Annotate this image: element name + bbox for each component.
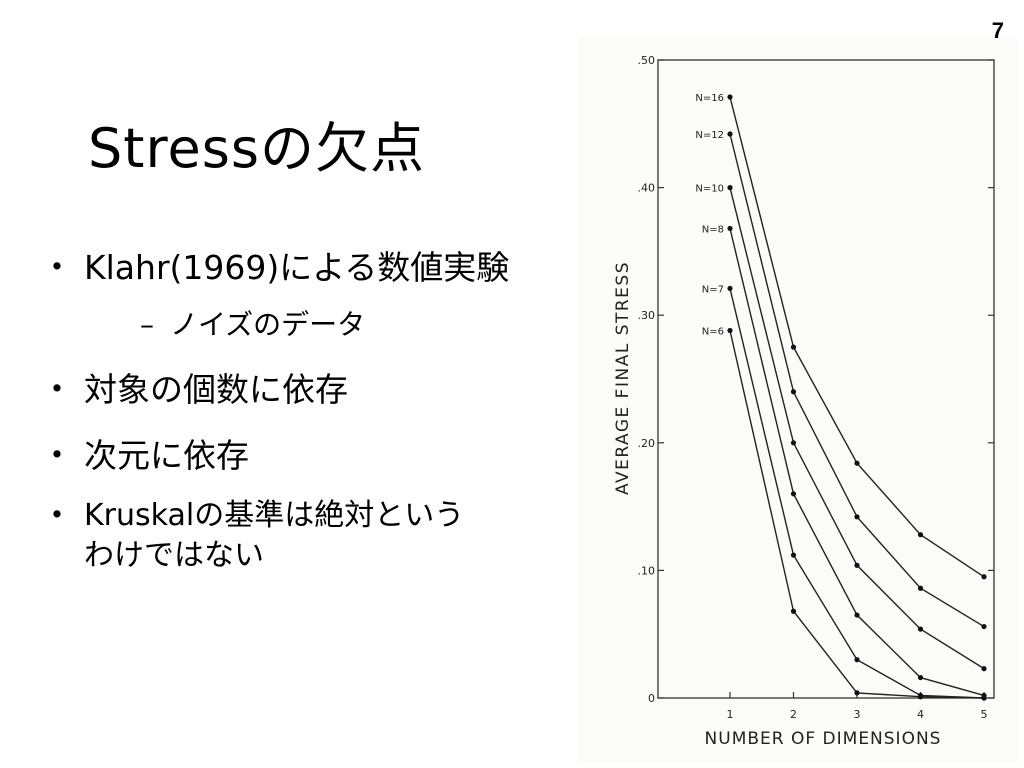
series-label: N=12 [695,130,724,141]
series-line [729,288,985,699]
sub-bullet-marker: – [140,308,154,341]
data-point [790,491,797,497]
sub-bullet-text: ノイズのデータ [170,308,366,341]
x-tick-label: 2 [790,708,797,721]
data-point [727,131,733,137]
bullet-text: Klahr(1969)による数値実験 [84,248,510,287]
data-point [854,690,860,696]
bullet-marker: ・ [40,496,74,536]
data-point [727,327,733,334]
slide-title: Stressの欠点 [88,117,425,180]
data-point [981,623,987,630]
data-point [981,666,987,672]
chart-svg: .50 .40 .30 .20 .10 0 1 2 3 4 5 NUMBER OF DIMENSION… [613,54,995,749]
y-tick-label: .20 [638,437,656,450]
data-point [917,585,924,591]
bullet-text: 次元に依存 [84,436,249,475]
x-tick-label: 3 [854,708,861,721]
data-point [854,657,860,663]
data-point [854,562,860,568]
data-point [854,612,860,618]
data-point [727,94,733,100]
plot-frame [657,59,995,699]
bullet-text: Kruskalの基準は絶対という わけではない [84,496,464,576]
x-tick-label: 4 [917,708,924,721]
bullet-text: 対象の個数に依存 [84,370,348,409]
x-tick-label: 1 [727,708,734,721]
bullet-marker: ・ [40,370,74,410]
series-label: N=10 [695,184,724,195]
data-point [790,344,797,350]
data-point [981,695,987,701]
data-point [727,225,733,232]
data-point [917,532,924,538]
data-point [790,389,797,395]
page-number: 7 [991,18,1004,43]
data-point [917,626,924,632]
x-axis-label: NUMBER OF DIMENSIONS [705,729,942,749]
data-point [790,552,797,558]
data-point [854,514,860,520]
bullet-item: ・ Klahr(1969)による数値実験 [40,248,509,288]
data-point [981,574,987,580]
bullet-marker: ・ [40,436,74,476]
data-point [727,185,733,191]
bullet-text-line: Kruskalの基準は絶対という [84,498,465,533]
sub-bullet-item: – ノイズのデータ [140,308,365,342]
bullet-marker: ・ [40,248,74,288]
x-tick-label: 5 [981,708,988,721]
bullet-item: ・ 次元に依存 [40,436,249,476]
y-tick-label: .30 [638,309,656,322]
y-tick-label: .50 [638,54,656,67]
series-line [729,96,985,578]
bullet-text-line: わけではない [84,538,264,573]
series-line [729,133,985,628]
y-tick-label: 0 [648,692,655,705]
series-label: N=8 [702,224,724,235]
data-point [917,674,924,681]
data-point [917,694,924,700]
y-tick-label: .40 [638,182,656,195]
data-point [727,285,733,292]
y-tick-label: .10 [638,564,656,577]
bullet-item: ・ Kruskalの基準は絶対という わけではない [40,496,464,576]
series-label: N=6 [702,327,724,338]
data-point [790,440,797,446]
data-point [854,460,860,466]
stress-chart: .50 .40 .30 .20 .10 0 1 2 3 4 5 NUMBER OF DIMENSION… [578,38,1018,763]
y-axis-label: AVERAGE FINAL STRESS [613,261,633,495]
series-label: N=7 [702,284,724,295]
bullet-item: ・ 対象の個数に依存 [40,370,348,410]
series-line [729,187,985,670]
series-label: N=16 [695,93,724,104]
data-point [790,608,797,614]
